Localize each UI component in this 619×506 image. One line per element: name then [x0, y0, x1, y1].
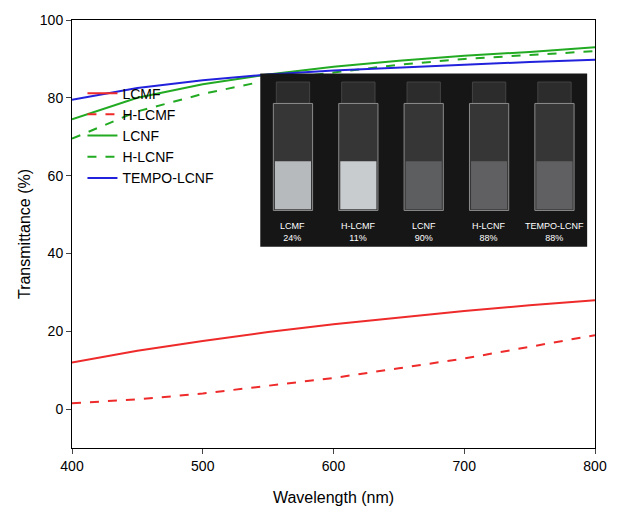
svg-text:0: 0: [55, 401, 63, 417]
svg-text:60: 60: [48, 168, 64, 184]
svg-text:800: 800: [583, 458, 607, 474]
svg-text:TEMPO-LCNF88%: TEMPO-LCNF88%: [525, 221, 584, 243]
svg-text:H-LCNF: H-LCNF: [122, 149, 173, 165]
svg-text:20: 20: [48, 323, 64, 339]
svg-text:LCMF24%: LCMF24%: [280, 221, 305, 243]
svg-text:80: 80: [48, 90, 64, 106]
svg-text:LCNF: LCNF: [122, 128, 159, 144]
svg-text:Wavelength (nm): Wavelength (nm): [273, 489, 394, 506]
svg-text:700: 700: [453, 458, 477, 474]
svg-text:500: 500: [191, 458, 215, 474]
svg-text:H-LCNF88%: H-LCNF88%: [472, 221, 506, 243]
svg-text:40: 40: [48, 245, 64, 261]
svg-text:Transmittance (%): Transmittance (%): [16, 169, 33, 299]
svg-text:600: 600: [322, 458, 346, 474]
svg-text:H-LCMF: H-LCMF: [122, 107, 175, 123]
svg-text:LCNF90%: LCNF90%: [412, 221, 436, 243]
svg-text:400: 400: [60, 458, 84, 474]
svg-text:100: 100: [40, 12, 64, 28]
svg-text:TEMPO-LCNF: TEMPO-LCNF: [122, 170, 213, 186]
svg-text:H-LCMF11%: H-LCMF11%: [341, 221, 375, 243]
svg-text:LCMF: LCMF: [122, 86, 160, 102]
